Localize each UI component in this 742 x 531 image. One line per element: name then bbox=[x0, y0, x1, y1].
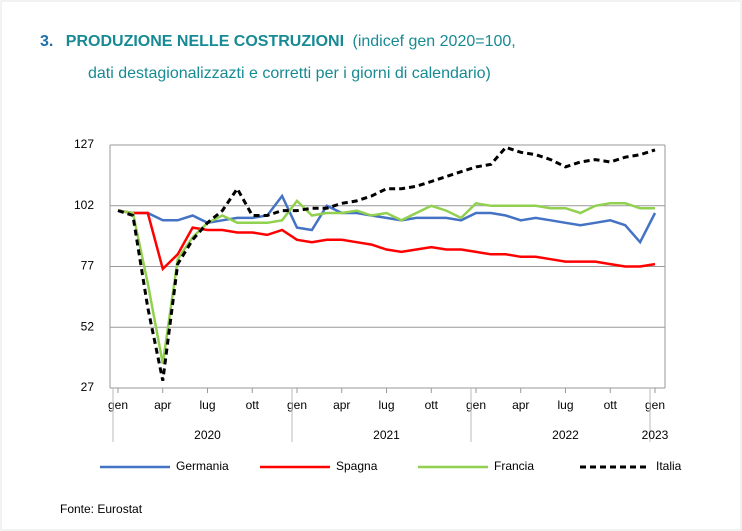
y-tick-label: 52 bbox=[81, 319, 95, 333]
legend-label: Francia bbox=[494, 459, 534, 473]
x-tick-label: apr bbox=[333, 398, 350, 412]
y-tick-label: 102 bbox=[74, 198, 94, 212]
x-tick-label: apr bbox=[512, 398, 529, 412]
year-label: 2023 bbox=[642, 428, 669, 442]
y-tick-label: 27 bbox=[81, 380, 95, 394]
chart-title: PRODUZIONE NELLE COSTRUZIONI bbox=[66, 33, 344, 50]
year-label: 2022 bbox=[552, 428, 579, 442]
x-tick-label: gen bbox=[108, 398, 128, 412]
series-line bbox=[117, 209, 656, 272]
source: Fonte: Eurostat bbox=[60, 502, 143, 516]
year-label: 2021 bbox=[373, 428, 400, 442]
title-line: 3. PRODUZIONE NELLE COSTRUZIONI (indicef… bbox=[40, 33, 516, 50]
y-tick-label: 77 bbox=[81, 259, 95, 273]
x-tick-label: gen bbox=[645, 398, 665, 412]
x-tick-label: lug bbox=[557, 398, 573, 412]
x-tick-label: apr bbox=[154, 398, 171, 412]
x-tick-label: ott bbox=[604, 398, 618, 412]
x-tick-label: gen bbox=[287, 398, 307, 412]
legend-label: Spagna bbox=[336, 459, 378, 473]
x-tick-label: gen bbox=[466, 398, 486, 412]
x-tick-label: ott bbox=[425, 398, 439, 412]
x-tick-label: lug bbox=[199, 398, 215, 412]
title-number: 3. bbox=[40, 33, 53, 50]
subtitle: (indicef gen 2020=100, bbox=[352, 33, 515, 50]
y-tick-label: 127 bbox=[74, 137, 94, 151]
x-tick-label: lug bbox=[378, 398, 394, 412]
x-tick-label: ott bbox=[246, 398, 260, 412]
subtitle: dati destagionalizzazti e corretti per i… bbox=[88, 65, 491, 82]
year-label: 2020 bbox=[194, 428, 221, 442]
series-line bbox=[117, 145, 656, 382]
legend-label: Germania bbox=[176, 459, 229, 473]
legend-label: Italia bbox=[656, 459, 682, 473]
